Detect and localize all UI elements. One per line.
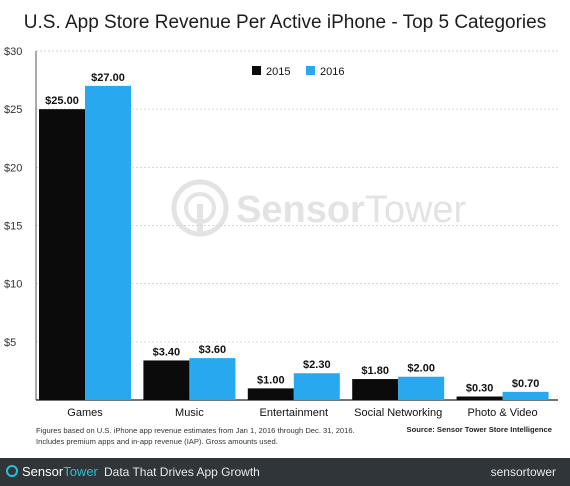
legend-label: 2016 xyxy=(320,66,344,78)
footer-bar: SensorTower Data That Drives App Growth … xyxy=(0,458,570,486)
data-label: $1.00 xyxy=(257,374,285,386)
source-note: Source: Sensor Tower Store Intelligence xyxy=(406,425,552,434)
data-label: $2.30 xyxy=(303,359,331,371)
x-tick-label: Photo & Video xyxy=(468,407,538,419)
bar-2015 xyxy=(456,396,503,400)
bar-2015 xyxy=(143,360,190,400)
data-label: $0.30 xyxy=(466,383,494,395)
watermark-text: SensorTower xyxy=(236,189,467,231)
legend-label: 2015 xyxy=(266,66,290,78)
footer-tagline: Data That Drives App Growth xyxy=(104,465,260,479)
watermark-logo-stem-icon xyxy=(197,204,203,234)
y-tick-label: $20 xyxy=(4,162,22,174)
bar-2016 xyxy=(502,391,549,400)
data-label: $25.00 xyxy=(45,95,79,107)
footer-brand: SensorTower xyxy=(22,464,98,479)
y-tick-label: $25 xyxy=(4,104,22,116)
bar-chart: SensorTower $5 $10 $15 $20 $25 $30 $25.00 $27.00… xyxy=(4,46,558,419)
data-label: $0.70 xyxy=(512,378,540,390)
x-tick-label: Entertainment xyxy=(260,407,328,419)
data-label: $1.80 xyxy=(361,365,389,377)
x-tick-label: Social Networking xyxy=(354,407,442,419)
footer-brand-b: Tower xyxy=(63,464,98,479)
y-tick-label: $15 xyxy=(4,221,22,233)
data-label: $3.40 xyxy=(153,346,181,358)
chart-title: U.S. App Store Revenue Per Active iPhone… xyxy=(23,12,547,33)
legend-swatch-2015 xyxy=(252,66,261,75)
data-label: $2.00 xyxy=(407,363,435,375)
y-tick-label: $10 xyxy=(4,279,22,291)
y-tick-label: $5 xyxy=(4,337,16,349)
bar-2016 xyxy=(398,376,445,400)
footnote-line-2: Includes premium apps and in-app revenue… xyxy=(36,437,278,446)
data-label: $3.60 xyxy=(199,344,227,356)
bar-2015 xyxy=(39,109,85,401)
bar-2016 xyxy=(85,85,131,401)
x-tick-label: Music xyxy=(175,407,204,419)
bar-2016 xyxy=(293,373,340,400)
watermark-text-a: Sensor xyxy=(236,189,365,231)
data-label: $27.00 xyxy=(91,72,125,84)
footer-site: sensortower xyxy=(490,465,556,479)
bar-2015 xyxy=(247,388,294,400)
footnote: Figures based on U.S. iPhone app revenue… xyxy=(36,425,355,447)
legend-swatch-2016 xyxy=(306,66,315,75)
footer-brand-a: Sensor xyxy=(22,464,64,479)
footnote-line-1: Figures based on U.S. iPhone app revenue… xyxy=(36,426,355,435)
watermark-text-b: Tower xyxy=(365,189,467,231)
bar-2015 xyxy=(352,379,399,400)
x-tick-label: Games xyxy=(67,407,103,419)
bar-2016 xyxy=(189,358,236,400)
sensor-tower-logo-icon xyxy=(6,465,18,477)
y-tick-label: $30 xyxy=(4,46,22,58)
